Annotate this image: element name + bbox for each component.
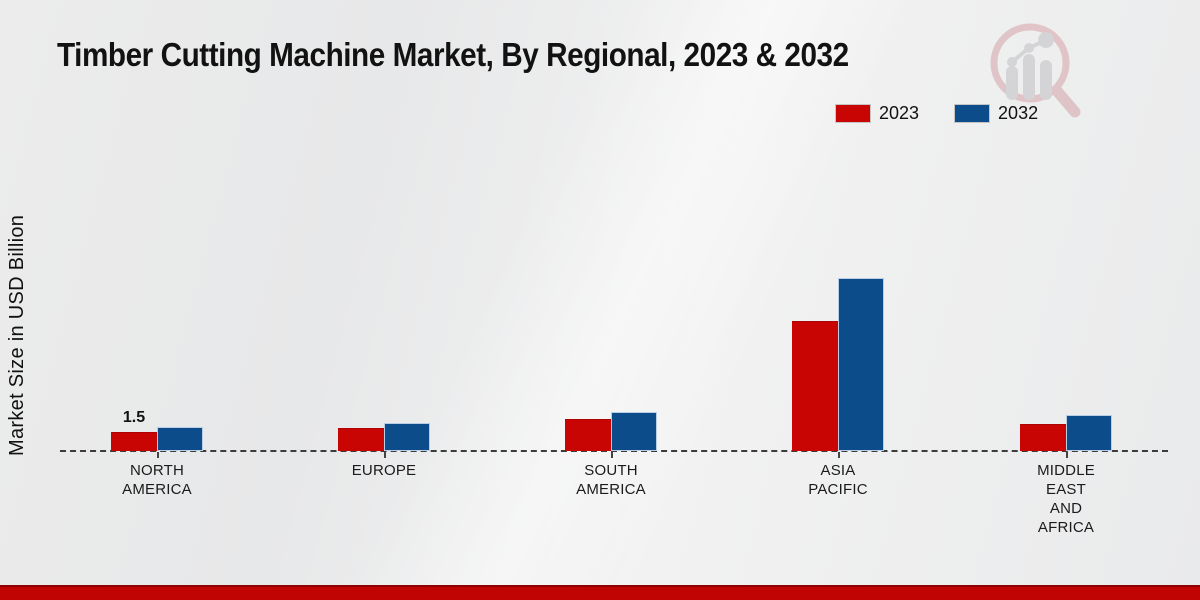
bar-group-europe bbox=[338, 423, 430, 451]
x-axis-tick-south-america bbox=[611, 452, 613, 458]
logo-bar-small-icon bbox=[1006, 66, 1018, 100]
footer-accent-band bbox=[0, 585, 1200, 600]
bar-2023-south-america bbox=[565, 419, 611, 451]
bar-2032-middle-east-and-africa bbox=[1066, 415, 1112, 451]
bar-2023-asia-pacific bbox=[792, 321, 838, 451]
category-label-line: MIDDLE bbox=[1037, 462, 1095, 479]
logo-dot-mid-icon bbox=[1024, 43, 1034, 53]
category-label-middle-east-and-africa: MIDDLE EAST AND AFRICA bbox=[991, 461, 1141, 537]
legend-label-2023: 2023 bbox=[879, 103, 920, 123]
category-label-europe: EUROPE bbox=[309, 461, 459, 480]
x-axis-tick-asia-pacific bbox=[838, 452, 840, 458]
category-label-asia-pacific: ASIA PACIFIC bbox=[763, 461, 913, 499]
bar-2032-north-america bbox=[157, 427, 203, 451]
logo-dot-left-icon bbox=[1007, 57, 1017, 67]
bar-group-south-america bbox=[565, 412, 657, 451]
bar-group-asia-pacific bbox=[792, 278, 884, 451]
bar-group-north-america: 1.5 bbox=[111, 409, 203, 451]
logo-bar-tall-icon bbox=[1040, 60, 1052, 100]
category-label-line: EUROPE bbox=[351, 462, 417, 479]
x-axis-tick-middle-east-and-africa bbox=[1066, 452, 1068, 458]
bar-2032-south-america bbox=[611, 412, 657, 451]
category-label-line: AFRICA bbox=[1037, 519, 1095, 536]
category-label-south-america: SOUTH AMERICA bbox=[536, 461, 686, 499]
magnifier-handle-icon bbox=[1051, 85, 1081, 118]
category-label-line: PACIFIC bbox=[808, 481, 868, 498]
category-label-line: AMERICA bbox=[576, 481, 646, 498]
category-label-line: SOUTH bbox=[584, 462, 638, 479]
x-axis-tick-europe bbox=[384, 452, 386, 458]
chart-title: Timber Cutting Machine Market, By Region… bbox=[57, 36, 849, 73]
logo-dot-right-icon bbox=[1038, 32, 1054, 48]
bar-value-label-north-america: 1.5 bbox=[122, 409, 146, 426]
bar-2023-north-america: 1.5 bbox=[111, 409, 157, 451]
legend-swatch-2023 bbox=[836, 105, 870, 122]
magnifier-chart-logo-watermark bbox=[990, 23, 1081, 118]
legend-swatch-2032 bbox=[955, 105, 990, 122]
bar-2023-europe bbox=[338, 428, 384, 451]
x-axis-baseline bbox=[60, 450, 1168, 452]
bar-2032-asia-pacific bbox=[838, 278, 884, 451]
category-label-north-america: NORTH AMERICA bbox=[82, 461, 232, 499]
logo-bar-medium-icon bbox=[1023, 54, 1035, 100]
category-label-line: EAST bbox=[1046, 481, 1086, 498]
bar-2032-europe bbox=[384, 423, 430, 451]
category-label-line: NORTH bbox=[129, 462, 185, 479]
legend-item-2032: 2032 bbox=[955, 103, 1038, 124]
category-label-line: ASIA bbox=[820, 462, 856, 479]
legend: 2023 2032 bbox=[836, 103, 1038, 124]
legend-label-2032: 2032 bbox=[998, 103, 1039, 123]
bar-2023-middle-east-and-africa bbox=[1020, 424, 1066, 451]
category-label-line: AND bbox=[1049, 500, 1083, 517]
x-axis-tick-north-america bbox=[157, 452, 159, 458]
bar-group-middle-east-and-africa bbox=[1020, 415, 1112, 451]
legend-item-2023: 2023 bbox=[836, 103, 919, 124]
category-label-line: AMERICA bbox=[122, 481, 192, 498]
